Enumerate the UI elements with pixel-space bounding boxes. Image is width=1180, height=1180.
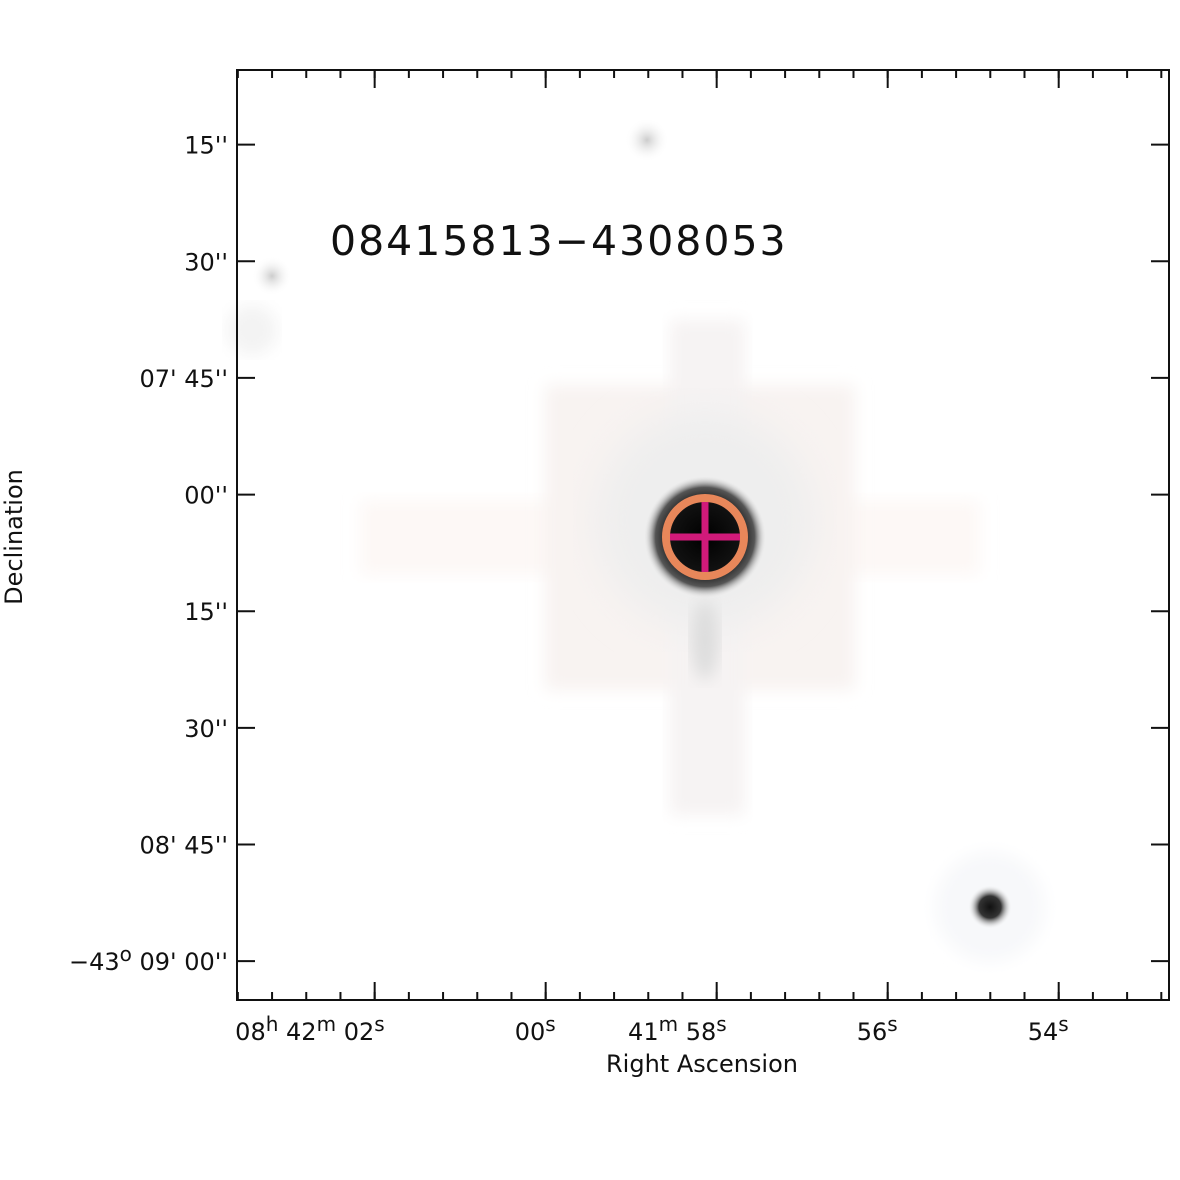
y-tick-label: 08' 45'' <box>140 831 229 859</box>
label-part: 08 <box>235 1018 266 1046</box>
label-part: 56 <box>857 1018 888 1046</box>
label-part: 09' 00'' <box>132 948 228 976</box>
target-circle <box>662 494 748 580</box>
y-axis-label: Declination <box>0 469 28 605</box>
chart-title: 08415813−4308053 <box>330 217 788 265</box>
label-superscript: h <box>266 1012 279 1036</box>
y-tick-label: 15'' <box>184 598 228 626</box>
y-tick-label: −43o 09' 00'' <box>69 942 228 976</box>
x-tick-label: 08h 42m 02s <box>235 1012 384 1046</box>
label-part: 15'' <box>184 598 228 626</box>
label-superscript: s <box>545 1012 555 1036</box>
label-part: 30'' <box>184 248 228 276</box>
label-part: 02 <box>336 1018 374 1046</box>
y-tick-label: 30'' <box>184 715 228 743</box>
label-part: 58 <box>678 1018 716 1046</box>
x-tick-label: 41m 58s <box>628 1012 727 1046</box>
label-part: 15'' <box>184 132 228 160</box>
x-tick-label: 56s <box>857 1012 898 1046</box>
label-part: 42 <box>278 1018 316 1046</box>
label-superscript: m <box>317 1012 336 1036</box>
label-superscript: s <box>374 1012 384 1036</box>
label-superscript: s <box>1058 1012 1068 1036</box>
label-part: 00'' <box>184 482 228 510</box>
y-tick-label: 30'' <box>184 248 228 276</box>
y-tick-label: 00'' <box>184 482 228 510</box>
x-tick-label: 00s <box>515 1012 556 1046</box>
label-part: 54 <box>1028 1018 1059 1046</box>
label-part: 00 <box>515 1018 546 1046</box>
label-superscript: m <box>659 1012 678 1036</box>
plot-frame <box>236 69 1170 1001</box>
label-part: 30'' <box>184 715 228 743</box>
x-tick-label: 54s <box>1028 1012 1069 1046</box>
label-superscript: s <box>716 1012 726 1036</box>
y-tick-label: 07' 45'' <box>140 365 229 393</box>
label-superscript: s <box>887 1012 897 1036</box>
x-axis-label: Right Ascension <box>606 1050 798 1078</box>
label-part: 41 <box>628 1018 659 1046</box>
label-part: 07' 45'' <box>140 365 229 393</box>
label-part: −43 <box>69 948 120 976</box>
y-tick-label: 15'' <box>184 132 228 160</box>
label-superscript: o <box>120 942 132 966</box>
label-part: 08' 45'' <box>140 831 229 859</box>
sky-image <box>227 118 1045 962</box>
